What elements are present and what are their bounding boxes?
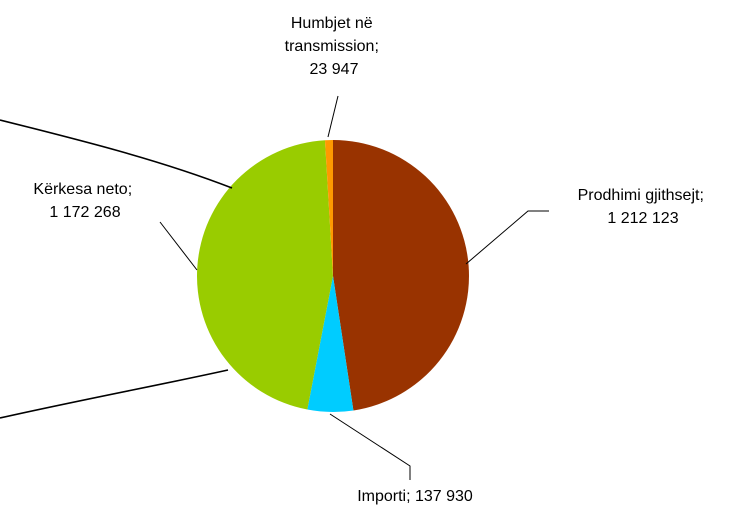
leader-line-humbjet (327, 95, 339, 138)
leader-line-kerkesa (159, 221, 198, 271)
pie-slice-k-rkesa-neto (197, 140, 333, 410)
label-prodhimi-line2: 1 212 123 (607, 210, 678, 227)
pie-slices (197, 140, 469, 413)
pie-slice-prodhimi-gjithsejt (333, 140, 469, 411)
label-humbjet-line1: Humbjet në (291, 15, 373, 32)
label-prodhimi: Prodhimi gjithsejt; 1 212 123 (578, 187, 709, 227)
label-humbjet-line3: 23 947 (310, 61, 359, 78)
label-prodhimi-line1: Prodhimi gjithsejt; (578, 187, 704, 204)
label-importi: Importi; 137 930 (357, 488, 473, 505)
label-kerkesa-line1: Kërkesa neto; (33, 181, 132, 198)
leader-line-importi (329, 413, 411, 480)
label-kerkesa: Kërkesa neto; 1 172 268 (33, 181, 136, 221)
pie-slice-importi (307, 276, 354, 413)
label-kerkesa-line2: 1 172 268 (49, 204, 120, 221)
leader-line-prodhimi (465, 210, 549, 265)
pie-slice-humbjet-n-transmission (324, 140, 333, 276)
label-humbjet: Humbjet në transmission; 23 947 (285, 15, 384, 78)
flow-curve-top (0, 119, 233, 189)
flow-curve-bottom (0, 369, 229, 419)
label-humbjet-line2: transmission; (285, 38, 379, 55)
